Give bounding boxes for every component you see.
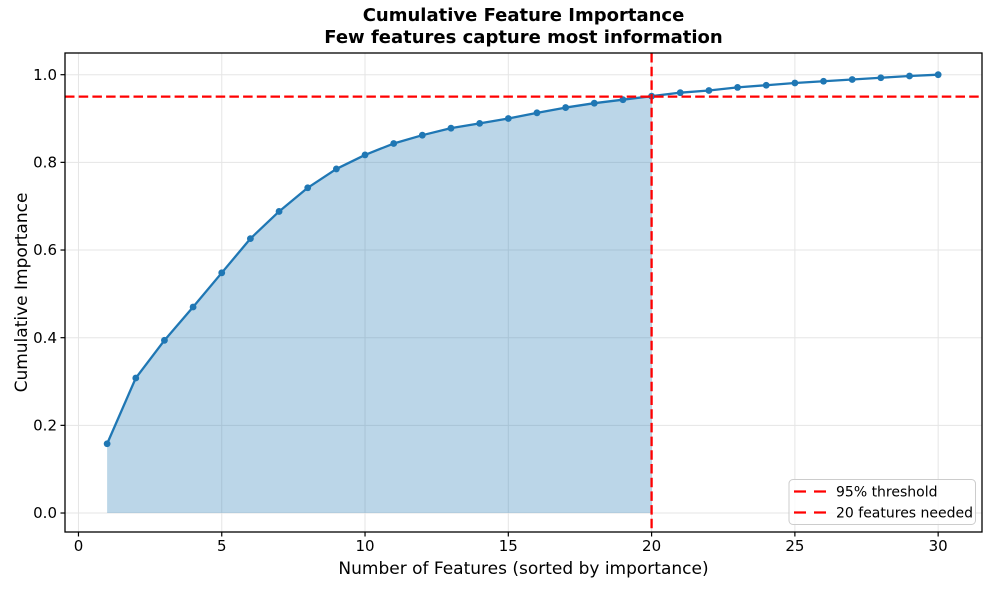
data-point bbox=[906, 72, 913, 80]
data-point bbox=[418, 131, 426, 139]
data-point bbox=[247, 235, 254, 243]
x-tick-label: 0 bbox=[74, 537, 84, 555]
threshold-lines-layer bbox=[65, 53, 982, 532]
legend-box bbox=[788, 479, 976, 525]
data-point bbox=[934, 71, 942, 79]
data-point bbox=[762, 81, 770, 89]
data-point bbox=[820, 77, 827, 85]
legend: 95% threshold 20 features needed bbox=[788, 479, 976, 525]
data-point bbox=[734, 84, 741, 91]
data-point bbox=[877, 74, 885, 82]
data-point bbox=[562, 104, 570, 111]
data-point bbox=[791, 79, 799, 87]
data-point bbox=[619, 96, 627, 104]
y-tick-label: 1.0 bbox=[33, 66, 57, 84]
data-point bbox=[390, 140, 398, 147]
data-point bbox=[132, 374, 140, 382]
cumulative-importance-series bbox=[103, 71, 942, 448]
y-tick-label: 0.8 bbox=[33, 154, 57, 172]
y-tick-label: 0.4 bbox=[33, 329, 57, 347]
data-point bbox=[103, 440, 111, 448]
data-point bbox=[161, 336, 168, 344]
data-point bbox=[447, 124, 455, 132]
y-tick-label: 0.0 bbox=[33, 504, 57, 522]
area-fill bbox=[107, 96, 652, 514]
data-point bbox=[189, 303, 197, 311]
y-axis-label: Cumulative Importance bbox=[12, 193, 32, 393]
chart-title: Cumulative Feature Importance bbox=[363, 5, 685, 26]
plot-spines bbox=[64, 52, 983, 533]
chart-subtitle: Few features capture most information bbox=[324, 27, 722, 48]
tick-layer: 0 5 10 15 20 25 30 0.0 0.2 0.4 0.6 0.8 1.0 bbox=[33, 66, 948, 555]
data-point bbox=[218, 269, 226, 277]
x-tick-label: 10 bbox=[355, 537, 374, 555]
data-point bbox=[705, 87, 713, 94]
data-point bbox=[304, 184, 312, 192]
grid-layer bbox=[65, 53, 982, 532]
y-tick-label: 0.2 bbox=[33, 417, 57, 435]
cumulative-line bbox=[105, 73, 940, 445]
data-point bbox=[275, 208, 283, 215]
data-point bbox=[848, 76, 856, 83]
data-point bbox=[361, 151, 369, 159]
x-tick-label: 25 bbox=[785, 537, 804, 555]
x-tick-label: 15 bbox=[499, 537, 518, 555]
y-tick-label: 0.6 bbox=[33, 241, 57, 259]
data-point bbox=[332, 165, 340, 173]
data-point bbox=[476, 119, 484, 127]
data-point bbox=[590, 99, 598, 107]
data-point bbox=[533, 109, 541, 117]
data-point bbox=[504, 115, 512, 122]
data-point bbox=[676, 89, 684, 97]
legend-label-features-needed: 20 features needed bbox=[836, 506, 973, 522]
legend-label-threshold: 95% threshold bbox=[836, 485, 938, 501]
x-tick-label: 5 bbox=[217, 537, 227, 555]
area-fill-layer bbox=[107, 96, 652, 514]
x-axis-label: Number of Features (sorted by importance… bbox=[338, 559, 708, 579]
x-tick-label: 30 bbox=[929, 537, 948, 555]
x-tick-label: 20 bbox=[642, 537, 661, 555]
